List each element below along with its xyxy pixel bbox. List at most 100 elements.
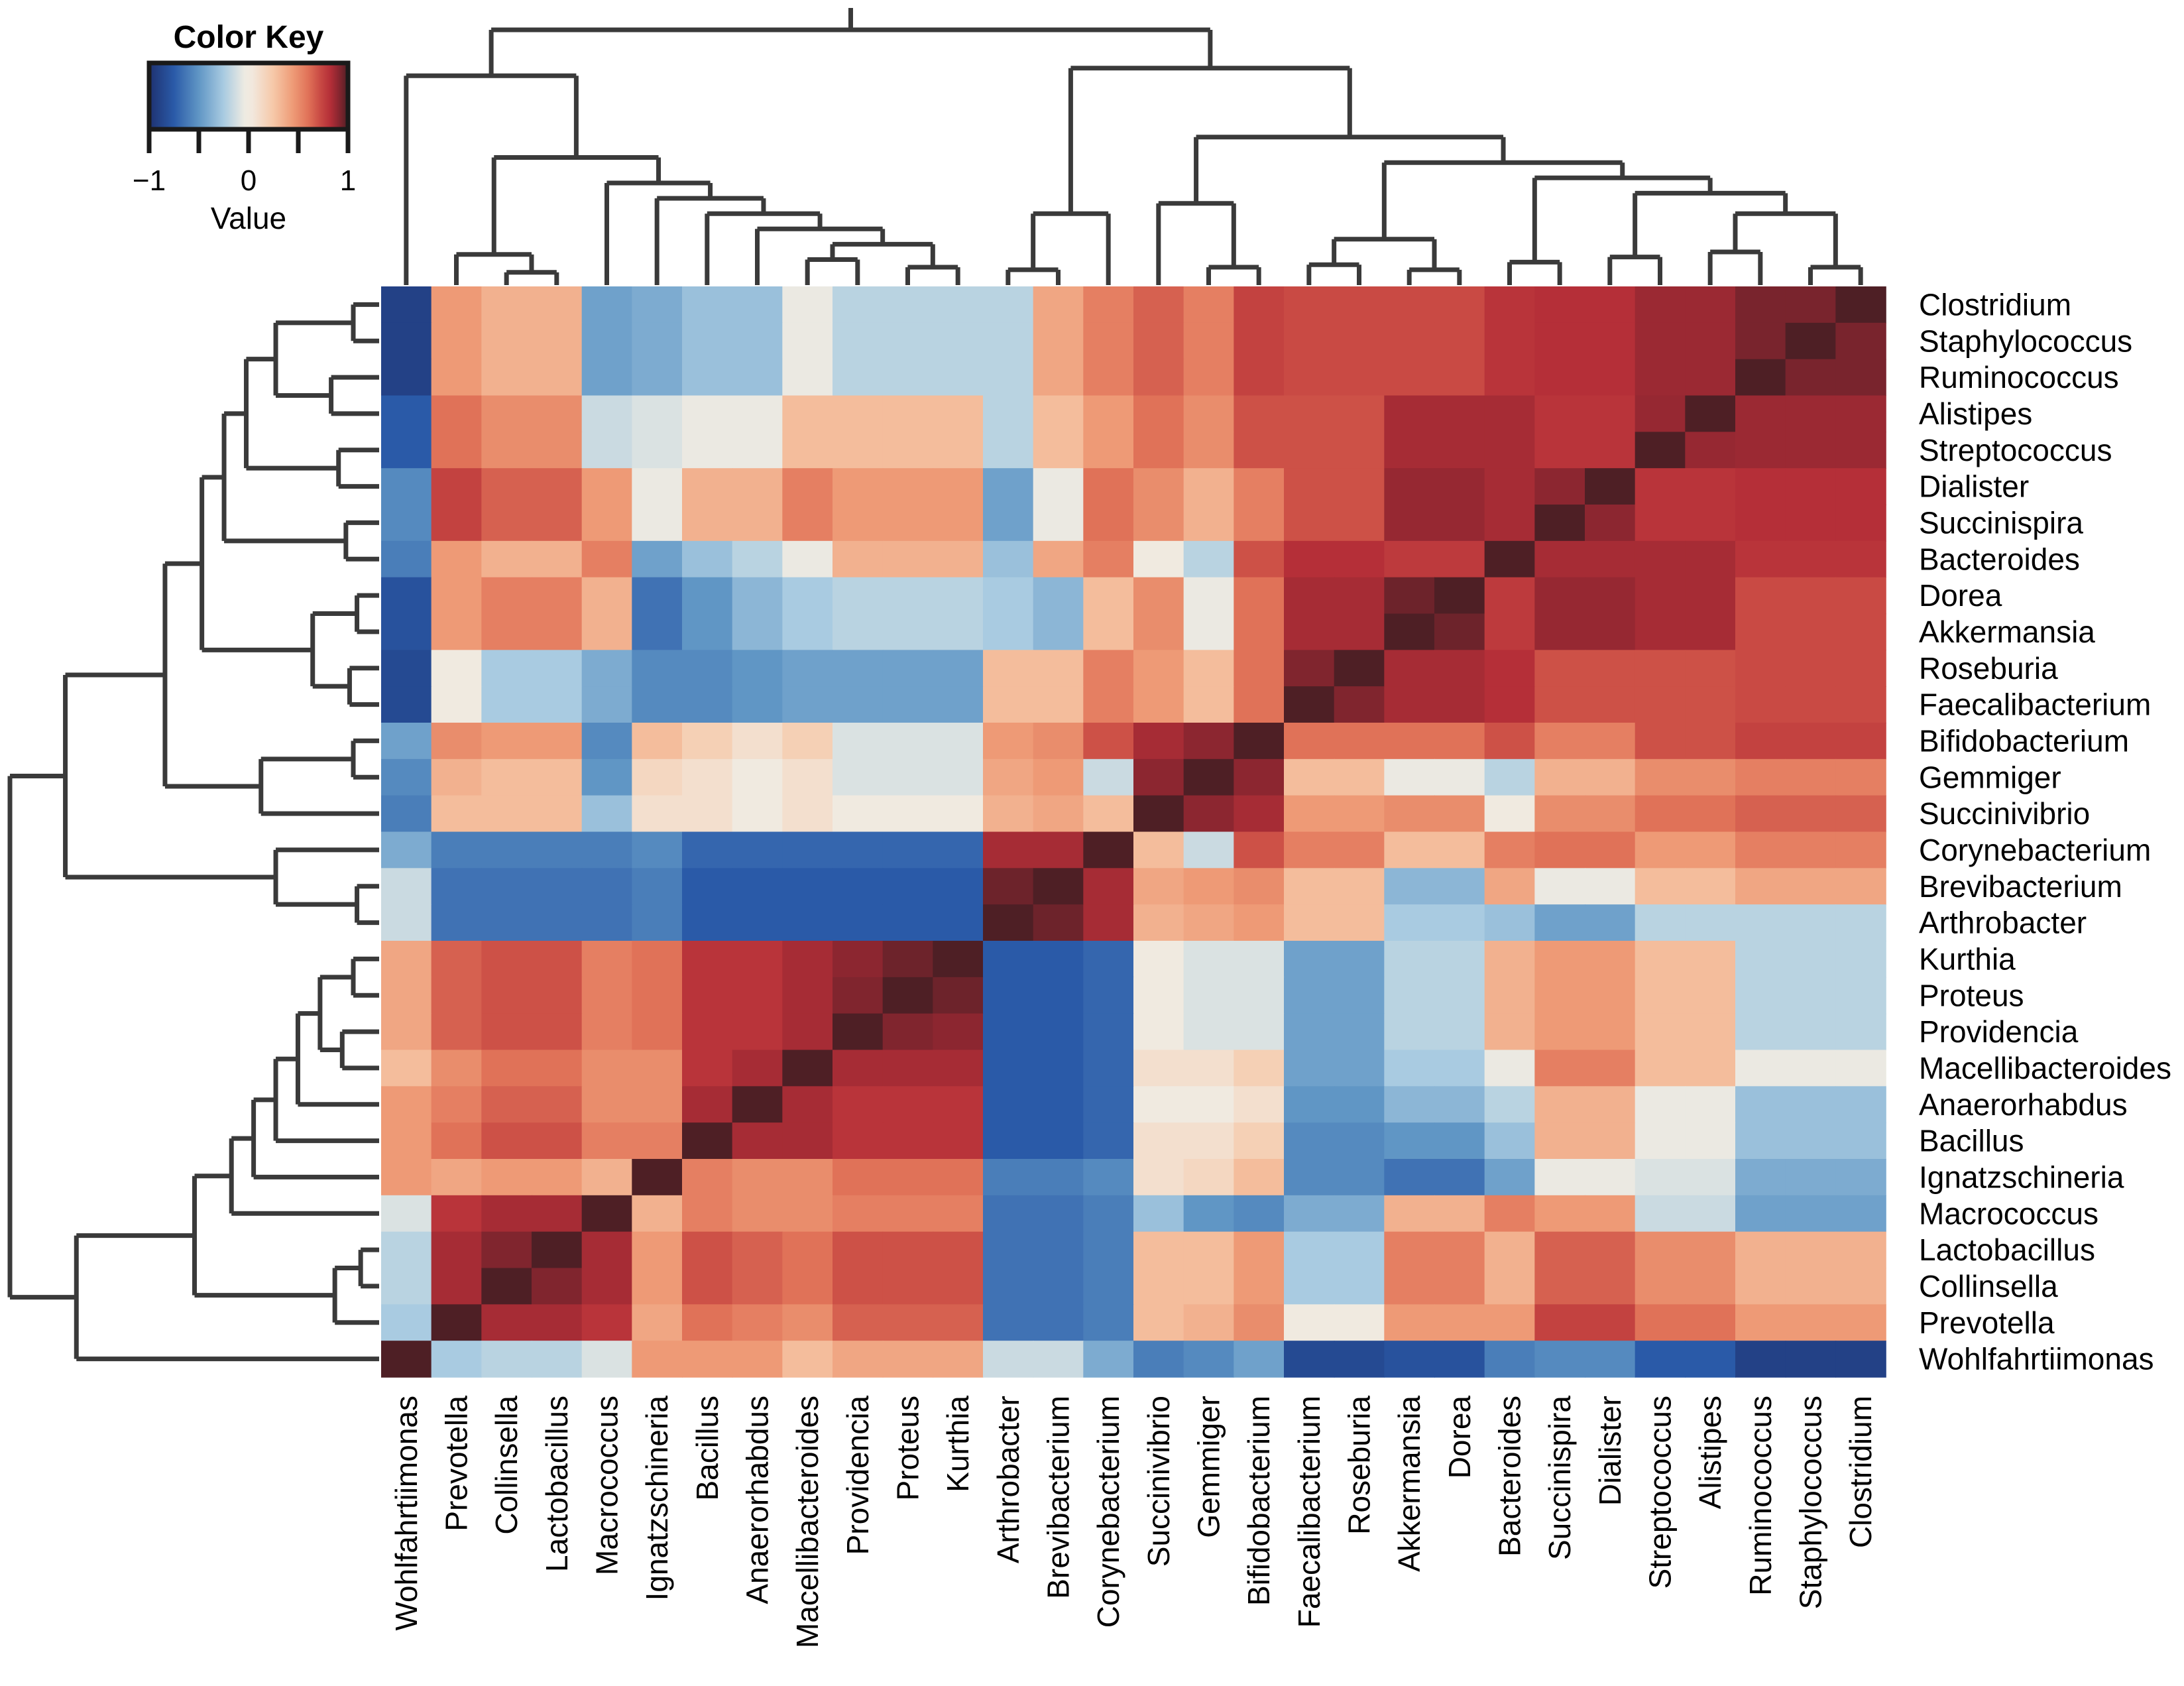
heatmap-cell bbox=[1534, 1304, 1585, 1341]
heatmap-cell bbox=[682, 359, 733, 396]
heatmap-cell bbox=[1033, 941, 1084, 978]
heatmap-cell bbox=[1835, 795, 1886, 833]
heatmap-cell bbox=[1234, 977, 1285, 1014]
heatmap-cell bbox=[532, 795, 583, 833]
color-key-tick-label: 1 bbox=[340, 164, 356, 197]
heatmap-cell bbox=[1234, 1050, 1285, 1087]
heatmap-cell bbox=[1735, 1341, 1786, 1378]
heatmap-cell bbox=[1735, 686, 1786, 723]
heatmap-cell bbox=[1133, 831, 1184, 869]
heatmap-cell bbox=[1785, 904, 1837, 941]
row-label: Macellibacteroides bbox=[1919, 1051, 2171, 1085]
heatmap-cell bbox=[532, 831, 583, 869]
heatmap-cell bbox=[1685, 1268, 1736, 1305]
column-label: Streptococcus bbox=[1643, 1396, 1678, 1589]
heatmap-cell bbox=[532, 1195, 583, 1233]
heatmap-cell bbox=[1785, 432, 1837, 469]
heatmap-cell bbox=[1484, 1086, 1536, 1123]
heatmap-cell bbox=[1534, 505, 1585, 542]
heatmap-cell bbox=[1484, 686, 1536, 723]
heatmap-cell bbox=[933, 286, 984, 324]
heatmap-cell bbox=[1685, 613, 1736, 651]
heatmap-cell bbox=[481, 432, 532, 469]
heatmap-cell bbox=[1785, 1050, 1837, 1087]
heatmap-cell bbox=[1234, 1013, 1285, 1051]
heatmap-cell bbox=[1685, 977, 1736, 1014]
heatmap-cell bbox=[732, 1231, 783, 1269]
heatmap-cell bbox=[1334, 795, 1385, 833]
heatmap-cell bbox=[1083, 432, 1134, 469]
heatmap-cell bbox=[1785, 1086, 1837, 1123]
heatmap-cell bbox=[431, 1341, 483, 1378]
heatmap-cell bbox=[1083, 723, 1134, 760]
heatmap-cell bbox=[732, 468, 783, 505]
heatmap-cell bbox=[381, 1231, 432, 1269]
heatmap-cell bbox=[782, 1013, 833, 1051]
heatmap-cell bbox=[1534, 1195, 1585, 1233]
heatmap-cell bbox=[431, 1195, 483, 1233]
heatmap-cell bbox=[581, 1268, 633, 1305]
heatmap-cell bbox=[1685, 686, 1736, 723]
heatmap-cell bbox=[1183, 831, 1235, 869]
heatmap-cell bbox=[882, 1341, 934, 1378]
heatmap-cell bbox=[1183, 395, 1235, 433]
heatmap-cell bbox=[1735, 831, 1786, 869]
heatmap-matrix bbox=[381, 286, 1886, 1378]
heatmap-cell bbox=[1083, 577, 1134, 615]
heatmap-cell bbox=[933, 468, 984, 505]
heatmap-cell bbox=[1484, 359, 1536, 396]
heatmap-cell bbox=[833, 941, 884, 978]
heatmap-cell bbox=[632, 286, 683, 324]
heatmap-cell bbox=[983, 1195, 1034, 1233]
heatmap-cell bbox=[481, 1050, 532, 1087]
heatmap-cell bbox=[381, 1304, 432, 1341]
heatmap-cell bbox=[1284, 613, 1335, 651]
heatmap-cell bbox=[1534, 1231, 1585, 1269]
heatmap-cell bbox=[833, 1231, 884, 1269]
heatmap-cell bbox=[1183, 577, 1235, 615]
heatmap-cell bbox=[1635, 795, 1686, 833]
heatmap-cell bbox=[532, 1231, 583, 1269]
row-label: Anaerorhabdus bbox=[1919, 1087, 2128, 1122]
heatmap-cell bbox=[431, 395, 483, 433]
heatmap-cell bbox=[1785, 359, 1837, 396]
heatmap-cell bbox=[1534, 1086, 1585, 1123]
heatmap-cell bbox=[1234, 686, 1285, 723]
heatmap-cell bbox=[1083, 977, 1134, 1014]
row-label: Streptococcus bbox=[1919, 433, 2112, 467]
heatmap-cell bbox=[1334, 758, 1385, 796]
heatmap-cell bbox=[1234, 1195, 1285, 1233]
heatmap-cell bbox=[1484, 904, 1536, 941]
heatmap-cell bbox=[1635, 723, 1686, 760]
heatmap-cell bbox=[833, 468, 884, 505]
heatmap-cell bbox=[682, 941, 733, 978]
column-label: Macellibacteroides bbox=[790, 1396, 825, 1648]
heatmap-cell bbox=[882, 1268, 934, 1305]
heatmap-cell bbox=[833, 686, 884, 723]
heatmap-cell bbox=[1835, 395, 1886, 433]
heatmap-cell bbox=[833, 904, 884, 941]
heatmap-cell bbox=[381, 723, 432, 760]
heatmap-cell bbox=[1334, 432, 1385, 469]
heatmap-cell bbox=[431, 613, 483, 651]
column-label: Providencia bbox=[840, 1396, 875, 1555]
heatmap-cell bbox=[1334, 577, 1385, 615]
heatmap-cell bbox=[782, 613, 833, 651]
heatmap-cell bbox=[782, 1231, 833, 1269]
heatmap-cell bbox=[381, 904, 432, 941]
heatmap-cell bbox=[1234, 322, 1285, 360]
heatmap-cell bbox=[1735, 758, 1786, 796]
column-dendrogram bbox=[404, 8, 1863, 285]
heatmap-cell bbox=[632, 868, 683, 905]
heatmap-cell bbox=[1534, 540, 1585, 578]
heatmap-cell bbox=[833, 831, 884, 869]
heatmap-cell bbox=[1334, 540, 1385, 578]
heatmap-cell bbox=[1735, 1268, 1786, 1305]
heatmap-cell bbox=[1183, 1268, 1235, 1305]
heatmap-cell bbox=[732, 1050, 783, 1087]
heatmap-cell bbox=[1384, 941, 1435, 978]
heatmap-cell bbox=[1234, 758, 1285, 796]
heatmap-cell bbox=[732, 395, 783, 433]
heatmap-cell bbox=[481, 868, 532, 905]
heatmap-cell bbox=[1284, 831, 1335, 869]
